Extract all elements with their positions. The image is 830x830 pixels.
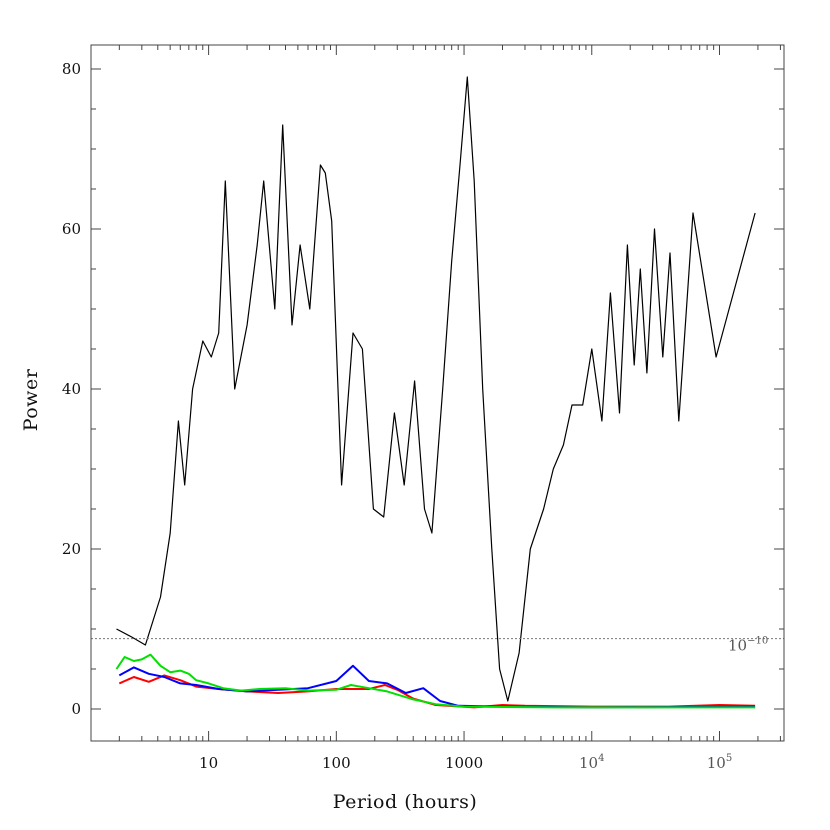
series-line-3: [115, 653, 756, 709]
threshold-label: 10−10: [728, 636, 768, 655]
x-tick-label: 105: [707, 753, 732, 772]
y-tick-label: 0: [71, 700, 81, 718]
y-tick-label: 60: [62, 220, 81, 238]
x-tick-label: 10: [199, 754, 218, 772]
x-axis-title: Period (hours): [333, 791, 478, 813]
x-tick-label: 100: [322, 754, 351, 772]
y-tick-label: 20: [62, 540, 81, 558]
series-line-1: [118, 674, 756, 709]
series-line-0: [116, 76, 756, 702]
threshold-layer: 10−10: [91, 636, 784, 655]
series-layer: [115, 76, 756, 709]
x-tick-label: 104: [579, 753, 604, 772]
tick-layer: 10 100 1000 104 105 0 20 40 60 80: [62, 45, 784, 772]
y-tick-label: 80: [62, 60, 81, 78]
series-line-2: [118, 664, 756, 709]
plot-frame: [90, 44, 785, 742]
x-axis-label: Period (hours): [333, 791, 478, 813]
x-tick-label: 1000: [445, 754, 483, 772]
y-axis-title: Power: [20, 368, 42, 431]
plot-area: 10−10 10 100 1000 104 105 0 20 40 60 80: [62, 44, 785, 772]
y-tick-label: 40: [62, 380, 81, 398]
y-axis-label: Power: [20, 368, 42, 431]
